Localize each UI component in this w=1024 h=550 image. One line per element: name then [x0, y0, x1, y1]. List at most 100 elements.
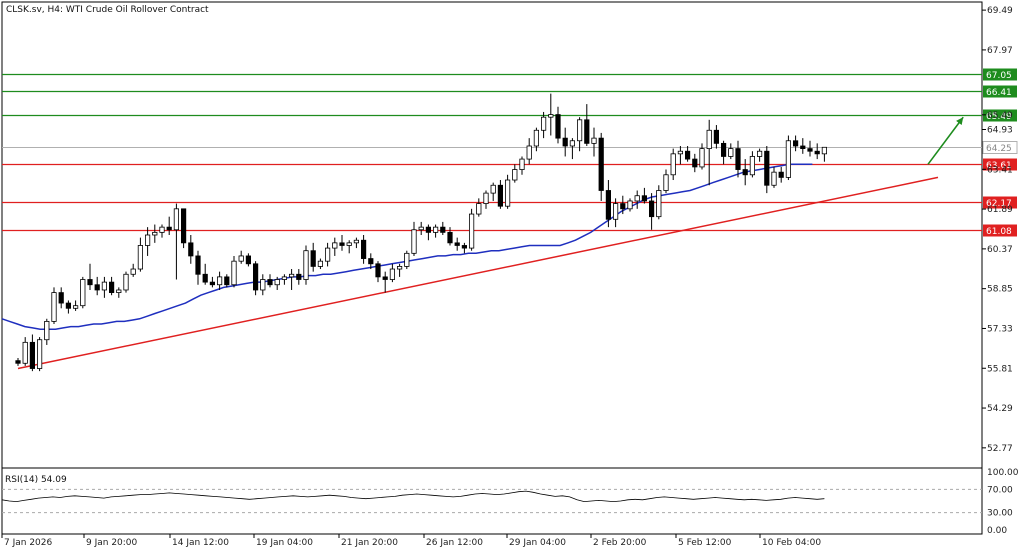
candle	[562, 127, 568, 157]
candle	[231, 255, 237, 288]
candle	[613, 198, 619, 228]
candle	[476, 198, 482, 217]
current-price-box	[982, 141, 1018, 154]
candle-body-down	[584, 119, 590, 144]
level-label: 67.05	[986, 71, 1012, 81]
price-tick-label: 55.81	[987, 364, 1013, 374]
price-tick-label: 65.49	[987, 111, 1013, 121]
candle	[504, 174, 511, 209]
level-label-box	[983, 158, 1017, 171]
candle	[713, 125, 720, 149]
candle	[699, 143, 705, 170]
candle	[382, 271, 388, 293]
candle	[634, 190, 640, 209]
ascending-trendline	[17, 176, 939, 370]
candle	[555, 106, 561, 144]
candle	[324, 242, 331, 267]
price-tick-label: 57.33	[987, 324, 1013, 334]
candle-body-up	[281, 276, 288, 280]
candle	[728, 143, 734, 160]
candle-body-up	[137, 245, 143, 270]
candle-body-up	[173, 208, 179, 231]
candle	[821, 146, 828, 162]
candle-body-down	[58, 292, 64, 304]
candle	[685, 145, 691, 162]
candle	[512, 164, 518, 183]
candle-body-down	[29, 341, 36, 369]
candle	[65, 300, 71, 314]
candle	[490, 182, 496, 201]
candle-body-down	[778, 171, 784, 178]
candle-body-down	[649, 200, 655, 218]
candle	[541, 111, 547, 139]
candle-body-up	[533, 129, 540, 147]
candle	[519, 156, 525, 175]
candle-body-down	[65, 302, 71, 309]
candle-body-down	[87, 279, 93, 286]
price-tick-label: 67.97	[987, 46, 1013, 56]
candle-body-down	[555, 114, 561, 139]
candle-body-up	[432, 226, 439, 233]
candle	[274, 276, 280, 290]
candle-body-down	[425, 226, 432, 233]
rsi-label: RSI(14) 54.09	[5, 475, 67, 485]
rsi-level-label: 0.00	[987, 526, 1007, 536]
candle-body-down	[692, 158, 698, 168]
candle-body-up	[771, 171, 777, 186]
candle-body-down	[188, 242, 194, 257]
candle-body-up	[389, 268, 396, 280]
candle-body-down	[245, 255, 251, 265]
trendline-group	[17, 176, 939, 370]
candle-body-down	[764, 150, 770, 186]
candle	[353, 237, 360, 249]
candle-body-up	[749, 156, 756, 176]
rsi-line	[1, 490, 825, 503]
candle	[144, 227, 151, 256]
price-tick-label: 61.89	[987, 205, 1013, 215]
candle	[51, 287, 57, 325]
candle	[94, 276, 100, 296]
candle-body-up	[404, 252, 410, 267]
candle-body-up	[418, 226, 424, 231]
candle	[771, 166, 777, 188]
candle	[22, 337, 28, 366]
candle-body-up	[541, 116, 547, 131]
candle	[173, 203, 179, 280]
candle	[332, 237, 338, 256]
candle	[101, 276, 107, 298]
candle-body-down	[447, 231, 453, 244]
candle	[454, 237, 460, 251]
price-tick-label: 63.41	[987, 165, 1013, 175]
candle	[389, 263, 396, 283]
candle	[749, 151, 756, 178]
candle-body-up	[548, 114, 554, 118]
candle	[670, 148, 676, 181]
price-tick-label: 54.29	[987, 404, 1013, 414]
candle-body-up	[490, 184, 496, 194]
rsi-indicator: 100.00 70.00 30.00 0.00	[1, 468, 1019, 536]
candle-body-down	[598, 137, 604, 191]
candle-body-up	[44, 320, 50, 341]
candle	[461, 242, 468, 254]
price-tick-label: 52.77	[987, 444, 1013, 454]
candle	[116, 287, 122, 298]
projection-arrow-group	[927, 116, 964, 165]
candle-body-down	[685, 150, 691, 160]
candle	[800, 138, 806, 154]
candle-body-up	[699, 148, 705, 168]
projection-arrow-head	[956, 117, 964, 126]
candle	[260, 274, 266, 296]
candle-body-up	[591, 137, 597, 144]
candle-body-down	[267, 279, 273, 286]
candle-body-up	[757, 150, 763, 157]
candle	[252, 261, 259, 296]
candle-body-up	[396, 266, 403, 270]
candle	[598, 132, 604, 201]
candle	[245, 253, 251, 267]
candle-body-down	[620, 203, 626, 210]
candle	[58, 287, 64, 309]
level-label-box	[983, 68, 1017, 81]
candle	[303, 245, 309, 285]
candle	[778, 166, 784, 183]
